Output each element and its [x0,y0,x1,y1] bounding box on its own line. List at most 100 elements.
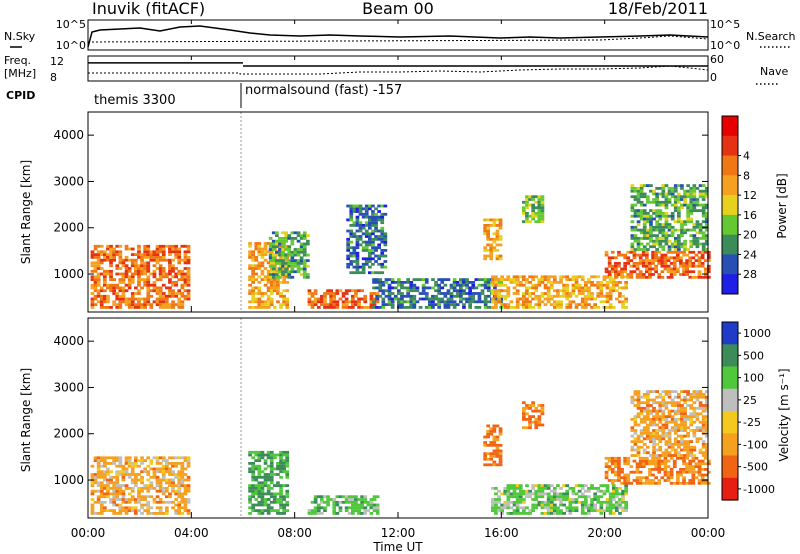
power-echo-cell [602,275,607,279]
velocity-echo-cell [604,470,609,474]
velocity-echo-cell [571,489,576,493]
power-echo-cell [642,217,647,221]
power-echo-cell [361,232,366,236]
power-echo-cell [704,192,709,196]
velocity-echo-cell [152,473,157,476]
power-echo-cell [537,214,542,218]
power-echo-cell [669,267,674,271]
velocity-echo-cell [115,492,120,496]
velocity-echo-cell [161,487,166,490]
velocity-echo-cell [248,512,252,515]
velocity-echo-cell [635,481,640,485]
power-echo-cell [540,217,545,221]
power-echo-cell [540,212,545,215]
power-echo-cell [474,292,479,295]
velocity-echo-cell [254,450,259,454]
velocity-echo-cell [652,390,656,393]
velocity-echo-cell [121,489,126,493]
velocity-echo-cell [629,465,634,468]
power-echo-cell [667,214,672,218]
power-echo-cell [306,234,310,237]
power-echo-cell [313,303,318,306]
velocity-echo-cell [574,500,579,504]
velocity-echo-cell [685,468,689,471]
power-echo-cell [358,265,363,269]
velocity-echo-cell [657,456,662,460]
power-echo-cell [254,306,259,309]
power-echo-cell [654,256,658,260]
power-echo-cell [540,209,545,212]
velocity-echo-cell [688,459,693,463]
power-echo-cell [658,225,663,229]
velocity-echo-cell [257,492,262,496]
velocity-echo-cell [248,453,252,457]
power-echo-cell [553,303,557,306]
velocity-echo-cell [649,454,653,457]
velocity-echo-cell [96,456,101,460]
velocity-echo-cell [375,509,380,512]
velocity-echo-cell [146,503,151,507]
power-echo-cell [577,303,582,306]
power-echo-cell [428,286,432,290]
power-echo-cell [664,217,669,221]
velocity-echo-cell [621,498,625,501]
power-echo-cell [383,232,388,236]
velocity-echo-cell [537,409,542,413]
power-echo-cell [90,297,95,301]
power-echo-cell [158,289,163,293]
velocity-echo-cell [522,500,526,504]
velocity-echo-cell [498,455,503,458]
power-echo-cell [368,235,372,238]
velocity-echo-cell [99,470,104,474]
velocity-echo-cell [641,462,646,466]
power-echo-cell [279,272,283,276]
power-echo-cell [276,292,280,295]
velocity-echo-cell [639,429,644,432]
velocity-echo-cell [646,437,650,441]
power-echo-cell [287,234,292,237]
velocity-echo-cell [683,420,687,424]
velocity-echo-cell [611,503,616,507]
velocity-echo-cell [143,498,147,501]
power-echo-cell [636,248,641,251]
power-echo-cell [380,251,385,255]
power-echo-cell [155,297,160,301]
velocity-echo-cell [531,509,535,512]
power-echo-cell [655,248,659,251]
power-echo-cell [689,200,694,204]
power-echo-cell [155,292,160,295]
velocity-echo-cell [260,453,265,457]
power-echo-cell [155,253,160,256]
power-echo-cell [186,281,191,284]
power-echo-cell [360,289,364,293]
power-echo-cell [349,235,354,238]
velocity-echo-cell [692,390,697,393]
velocity-echo-cell [266,487,271,490]
power-echo-cell [93,253,98,256]
velocity-echo-cell [677,440,681,443]
power-echo-cell [655,209,659,212]
velocity-echo-cell [251,475,255,479]
power-echo-cell [269,289,274,293]
velocity-echo-cell [618,512,622,515]
velocity-echo-cell [621,500,625,504]
power-echo-cell [183,258,188,262]
power-echo-cell [495,229,500,233]
velocity-echo-cell [152,475,157,479]
velocity-echo-cell [661,434,666,438]
velocity-echo-cell [677,418,681,421]
power-echo-cell [654,270,658,274]
velocity-echo-cell [186,487,191,490]
velocity-echo-cell [168,456,172,460]
power-echo-cell [528,286,532,290]
power-echo-cell [624,297,628,301]
velocity-echo-cell [661,415,666,418]
power-echo-cell [614,275,618,279]
power-echo-cell [186,283,191,287]
velocity-echo-cell [639,431,644,435]
power-echo-cell [480,300,485,304]
power-echo-cell [462,303,466,306]
velocity-echo-cell [692,429,697,432]
velocity-echo-cell [180,506,185,510]
power-echo-cell [559,289,563,293]
